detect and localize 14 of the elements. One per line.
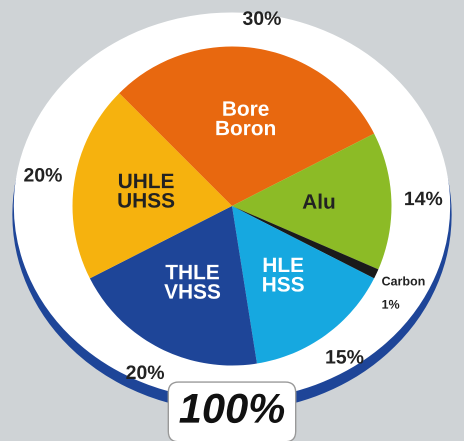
slice-label: UHLE UHSS	[118, 174, 174, 208]
slice-label: Alu	[302, 194, 334, 209]
data-label: 1%	[382, 300, 400, 309]
slice-label: HLE HSS	[263, 258, 304, 292]
slice-label: Carbon	[382, 276, 425, 286]
data-label: 30%	[242, 11, 281, 26]
data-label: 15%	[326, 350, 364, 364]
data-label: 20%	[126, 365, 164, 380]
slice-label: THLE VHSS	[164, 264, 220, 299]
pie-slice	[90, 206, 257, 366]
data-label: 14%	[405, 192, 442, 206]
data-label: 20%	[24, 168, 62, 182]
slice-label: Bore Boron	[216, 101, 275, 136]
text: 100%	[179, 394, 284, 424]
